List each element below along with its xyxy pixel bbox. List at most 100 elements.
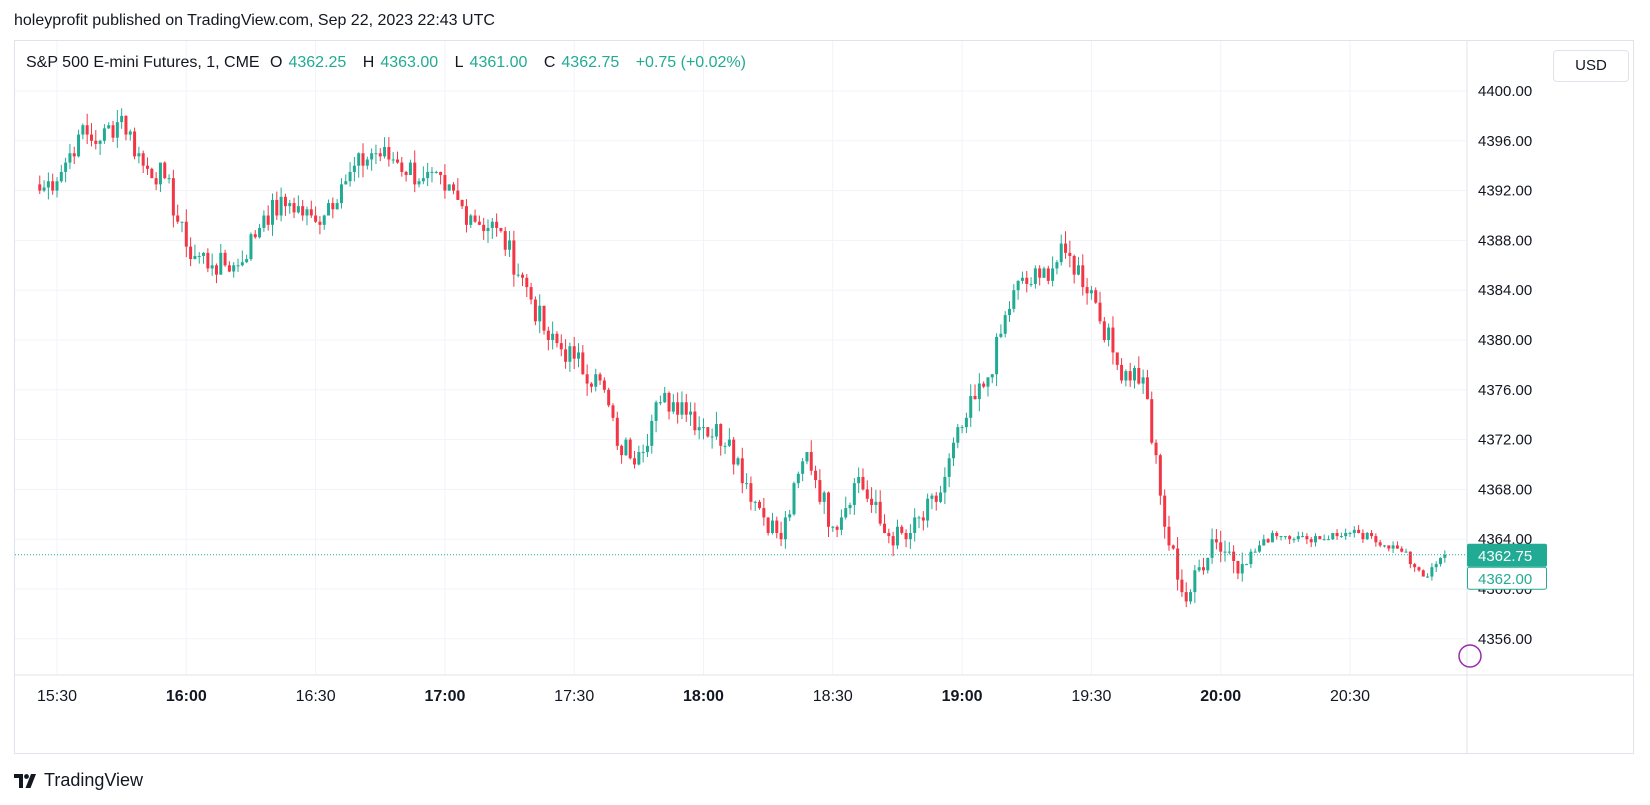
candle-body: [1042, 268, 1046, 278]
candle: [1331, 532, 1335, 541]
candle: [59, 164, 63, 183]
candle: [1098, 291, 1102, 325]
candle: [464, 199, 468, 233]
candle: [969, 384, 973, 427]
candle-body: [973, 396, 977, 400]
currency-button[interactable]: USD: [1553, 50, 1629, 82]
candle: [1085, 278, 1089, 305]
candle: [46, 172, 50, 200]
candle: [697, 416, 701, 440]
candle: [1318, 535, 1322, 540]
candle-body: [1283, 536, 1287, 538]
candle-body: [387, 147, 391, 160]
candle-body: [939, 492, 943, 502]
candle: [314, 206, 318, 224]
candle-body: [1292, 539, 1296, 541]
candle-body: [1115, 352, 1119, 365]
candle: [1270, 530, 1274, 543]
candle-body: [921, 517, 925, 521]
candle-body: [158, 162, 162, 185]
candle-body: [658, 402, 662, 404]
candle-body: [581, 352, 585, 375]
candle: [1003, 311, 1007, 338]
candle: [361, 143, 365, 178]
candle: [585, 364, 589, 396]
candle-body: [826, 492, 830, 527]
candle-body: [64, 162, 68, 172]
candle-body: [835, 526, 839, 530]
candle: [245, 254, 249, 264]
candle: [499, 227, 503, 233]
candle: [951, 437, 955, 467]
candle-body: [1227, 551, 1231, 553]
candle: [1400, 546, 1404, 553]
candle-body: [348, 171, 352, 182]
x-tick-label: 17:00: [424, 688, 465, 705]
candle-body: [1370, 532, 1374, 537]
alert-circle-icon[interactable]: [1458, 644, 1482, 668]
symbol-title[interactable]: S&P 500 E-mini Futures, 1, CME: [26, 54, 260, 71]
candle: [331, 197, 335, 219]
candle-body: [115, 122, 119, 138]
candle: [637, 445, 641, 466]
candle: [348, 162, 352, 187]
candle-body: [1361, 532, 1365, 540]
candle: [111, 120, 115, 143]
candle-body: [271, 199, 274, 225]
candle-body: [585, 374, 589, 384]
candle-body: [296, 206, 300, 213]
candle-body: [1413, 564, 1417, 568]
candle-body: [620, 445, 624, 456]
candle: [309, 200, 313, 219]
candle-body: [197, 255, 201, 257]
candle-body: [72, 153, 76, 157]
candle: [1201, 557, 1205, 575]
candle: [620, 444, 624, 464]
candle-body: [1180, 579, 1184, 593]
candle-body: [805, 452, 809, 462]
candle-body: [81, 125, 85, 135]
candle-body: [1201, 567, 1205, 571]
candle: [641, 444, 645, 463]
candle: [1197, 559, 1201, 573]
candle-body: [344, 181, 348, 185]
candle-body: [361, 153, 365, 166]
candle: [1210, 528, 1214, 564]
candle: [559, 334, 563, 357]
candle-body: [378, 153, 382, 157]
candle: [533, 296, 537, 326]
candle: [624, 437, 628, 457]
candle-body: [146, 165, 150, 169]
candle: [740, 447, 744, 494]
candle-body: [529, 287, 533, 300]
candle-body: [633, 458, 637, 465]
candle: [727, 428, 731, 448]
candle: [206, 248, 210, 273]
candle-body: [801, 461, 805, 474]
candle: [51, 173, 55, 195]
candle-body: [775, 520, 779, 533]
candle: [271, 193, 274, 236]
candle: [602, 377, 606, 393]
candle-body: [223, 252, 227, 266]
candle-body: [279, 196, 283, 216]
candle-body: [1253, 551, 1257, 553]
candle: [607, 387, 611, 408]
candle-body: [1404, 551, 1408, 553]
candle: [456, 178, 460, 201]
candle-body: [206, 252, 210, 269]
candle-body: [1081, 265, 1085, 288]
candle-body: [413, 162, 417, 185]
candle-body: [262, 215, 266, 228]
candle-body: [318, 221, 322, 225]
candle-body: [408, 162, 412, 176]
candle-body: [365, 159, 369, 166]
candle-body: [895, 526, 899, 546]
candle: [1370, 530, 1374, 539]
candle: [1141, 369, 1145, 394]
candle-body: [960, 427, 964, 429]
candle: [495, 213, 499, 237]
candle-body: [1331, 532, 1335, 540]
candle: [512, 230, 516, 287]
